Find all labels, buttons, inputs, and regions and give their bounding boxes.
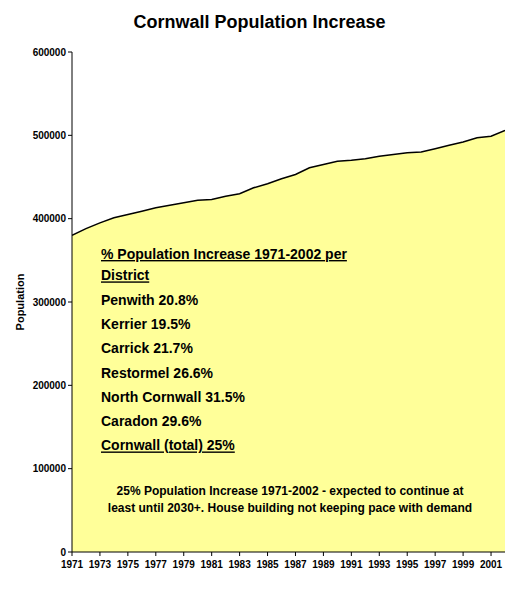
x-tick-label: 1983	[228, 559, 251, 570]
x-tick	[155, 552, 156, 556]
x-tick	[407, 552, 408, 556]
x-tick	[239, 552, 240, 556]
x-tick	[323, 552, 324, 556]
annotation-line: North Cornwall 31.5%	[101, 389, 245, 405]
x-axis	[72, 552, 505, 553]
x-tick	[211, 552, 212, 556]
y-tick-label: 300000	[33, 297, 67, 308]
annotation-line: Caradon 29.6%	[101, 413, 202, 429]
x-tick	[435, 552, 436, 556]
y-tick-label: 100000	[33, 463, 67, 474]
background	[0, 0, 519, 600]
x-tick-label: 1989	[312, 559, 335, 570]
annotation-line: Penwith 20.8%	[101, 292, 199, 308]
annotation-note: least until 2030+. House building not ke…	[108, 501, 472, 515]
y-tick-label: 600000	[33, 47, 67, 58]
series-group	[72, 130, 505, 552]
y-tick	[68, 552, 72, 553]
x-tick	[99, 552, 100, 556]
x-tick-label: 1971	[61, 559, 84, 570]
x-tick	[351, 552, 352, 556]
x-tick-label: 1999	[452, 559, 475, 570]
x-tick-label: 1987	[284, 559, 307, 570]
x-tick	[72, 552, 73, 556]
y-axis-label: Population	[14, 273, 26, 330]
annotation-total: Cornwall (total) 25%	[101, 437, 235, 453]
x-tick-label: 2001	[480, 559, 503, 570]
x-tick-label: 1997	[424, 559, 447, 570]
y-tick	[68, 302, 72, 303]
x-tick-label: 1979	[173, 559, 196, 570]
title: Cornwall Population Increase	[133, 12, 385, 32]
annotation-line: Kerrier 19.5%	[101, 316, 191, 332]
area-line	[72, 130, 505, 235]
annotation-note: 25% Population Increase 1971-2002 - expe…	[117, 484, 464, 498]
x-tick-label: 1991	[340, 559, 363, 570]
x-tick-label: 1973	[89, 559, 112, 570]
x-tick-label: 1995	[396, 559, 419, 570]
x-tick-label: 1993	[368, 559, 391, 570]
x-tick-label: 1981	[201, 559, 224, 570]
y-tick	[68, 468, 72, 469]
x-tick-label: 1975	[117, 559, 140, 570]
y-tick-label: 200000	[33, 380, 67, 391]
x-tick	[267, 552, 268, 556]
x-tick	[463, 552, 464, 556]
x-tick-label: 1977	[145, 559, 168, 570]
y-tick	[68, 385, 72, 386]
y-tick	[68, 218, 72, 219]
x-tick-label: 1985	[256, 559, 279, 570]
y-tick-label: 0	[60, 547, 66, 558]
annotation-heading: % Population Increase 1971-2002 per	[101, 246, 347, 262]
plot-area	[72, 52, 505, 552]
x-tick	[183, 552, 184, 556]
annotation-heading: District	[101, 267, 150, 283]
annotation-line: Restormel 26.6%	[101, 365, 214, 381]
x-tick	[295, 552, 296, 556]
y-tick	[68, 52, 72, 53]
annotation-line: Carrick 21.7%	[101, 340, 193, 356]
y-tick-label: 400000	[33, 213, 67, 224]
x-tick	[491, 552, 492, 556]
x-tick	[127, 552, 128, 556]
y-tick-label: 500000	[33, 130, 67, 141]
chart: 0 100000 200000 300000 400000 500000 600000 197…	[0, 0, 519, 600]
y-tick	[68, 135, 72, 136]
x-tick	[379, 552, 380, 556]
area-fill	[72, 130, 505, 552]
